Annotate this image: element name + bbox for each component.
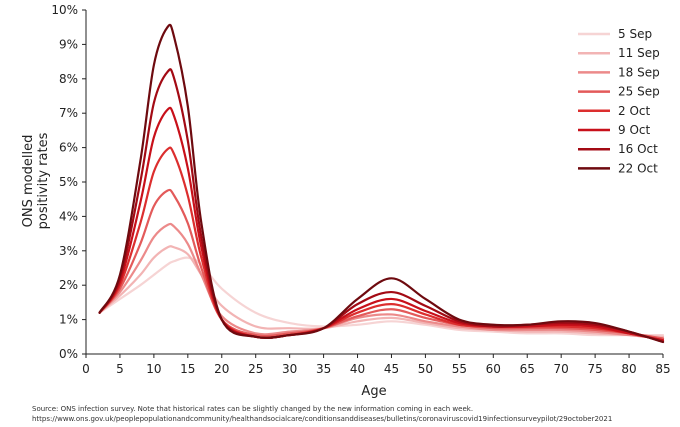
x-tick-label: 65 [520, 362, 535, 376]
y-tick-label: 2% [59, 278, 78, 292]
y-axis: 0% 1% 2% 3% 4% 5% 6% 7% 8% 9% 10% [51, 3, 87, 361]
x-tick-label: 60 [486, 362, 501, 376]
legend-label: 11 Sep [618, 46, 660, 60]
legend-label: 5 Sep [618, 27, 652, 41]
legend-item: 2 Oct [578, 104, 650, 118]
x-tick-label: 55 [452, 362, 467, 376]
x-axis-title: Age [361, 384, 386, 399]
x-tick-label: 80 [621, 362, 636, 376]
legend-item: 5 Sep [578, 27, 652, 41]
y-tick-label: 8% [59, 72, 78, 86]
legend-label: 9 Oct [618, 123, 650, 137]
y-axis-title-line-2: positivity rates [36, 132, 51, 229]
series-line-25-sep [98, 188, 665, 340]
x-tick-label: 35 [316, 362, 331, 376]
x-tick-label: 10 [146, 362, 161, 376]
series-line-11-sep [98, 245, 665, 338]
y-axis-title-line-1: ONS modelled [21, 135, 36, 228]
legend-label: 2 Oct [618, 104, 650, 118]
series-lines [98, 23, 665, 344]
legend-item: 22 Oct [578, 161, 658, 175]
source-note: Source: ONS infection survey. Note that … [32, 405, 473, 413]
legend-label: 22 Oct [618, 161, 658, 175]
legend-label: 16 Oct [618, 142, 658, 156]
x-tick-label: 15 [180, 362, 195, 376]
y-tick-label: 6% [59, 141, 78, 155]
y-tick-label: 7% [59, 106, 78, 120]
y-tick-label: 1% [59, 313, 78, 327]
y-axis-title: ONS modelled positivity rates [21, 132, 51, 229]
series-line-22-oct [98, 23, 665, 344]
x-tick-label: 25 [248, 362, 263, 376]
x-tick-label: 30 [282, 362, 297, 376]
series-line-2-oct [98, 146, 665, 342]
y-tick-label: 0% [59, 347, 78, 361]
legend-item: 16 Oct [578, 142, 658, 156]
legend: 5 Sep 11 Sep 18 Sep 25 Sep 2 Oct 9 Oct 16 Oct 2… [578, 27, 660, 175]
x-tick-label: 70 [554, 362, 569, 376]
legend-label: 25 Sep [618, 85, 660, 99]
source-url: https://www.ons.gov.uk/peoplepopulationa… [32, 415, 612, 423]
x-tick-label: 0 [82, 362, 90, 376]
x-tick-label: 45 [384, 362, 399, 376]
series-line-5-sep [98, 256, 665, 337]
x-tick-label: 75 [587, 362, 602, 376]
legend-item: 9 Oct [578, 123, 650, 137]
y-tick-label: 4% [59, 209, 78, 223]
x-tick-label: 85 [655, 362, 670, 376]
x-tick-label: 40 [350, 362, 365, 376]
legend-label: 18 Sep [618, 65, 660, 79]
x-tick-label: 50 [418, 362, 433, 376]
legend-item: 25 Sep [578, 85, 660, 99]
x-tick-label: 5 [116, 362, 124, 376]
y-tick-label: 5% [59, 175, 78, 189]
y-tick-label: 3% [59, 244, 78, 258]
x-tick-label: 20 [214, 362, 229, 376]
y-tick-label: 9% [59, 37, 78, 51]
x-axis: 0 5 10 15 20 25 30 35 40 45 50 55 60 65 70 75 80 85 [82, 353, 671, 376]
legend-item: 18 Sep [578, 65, 660, 79]
legend-item: 11 Sep [578, 46, 660, 60]
y-tick-label: 10% [51, 3, 78, 17]
